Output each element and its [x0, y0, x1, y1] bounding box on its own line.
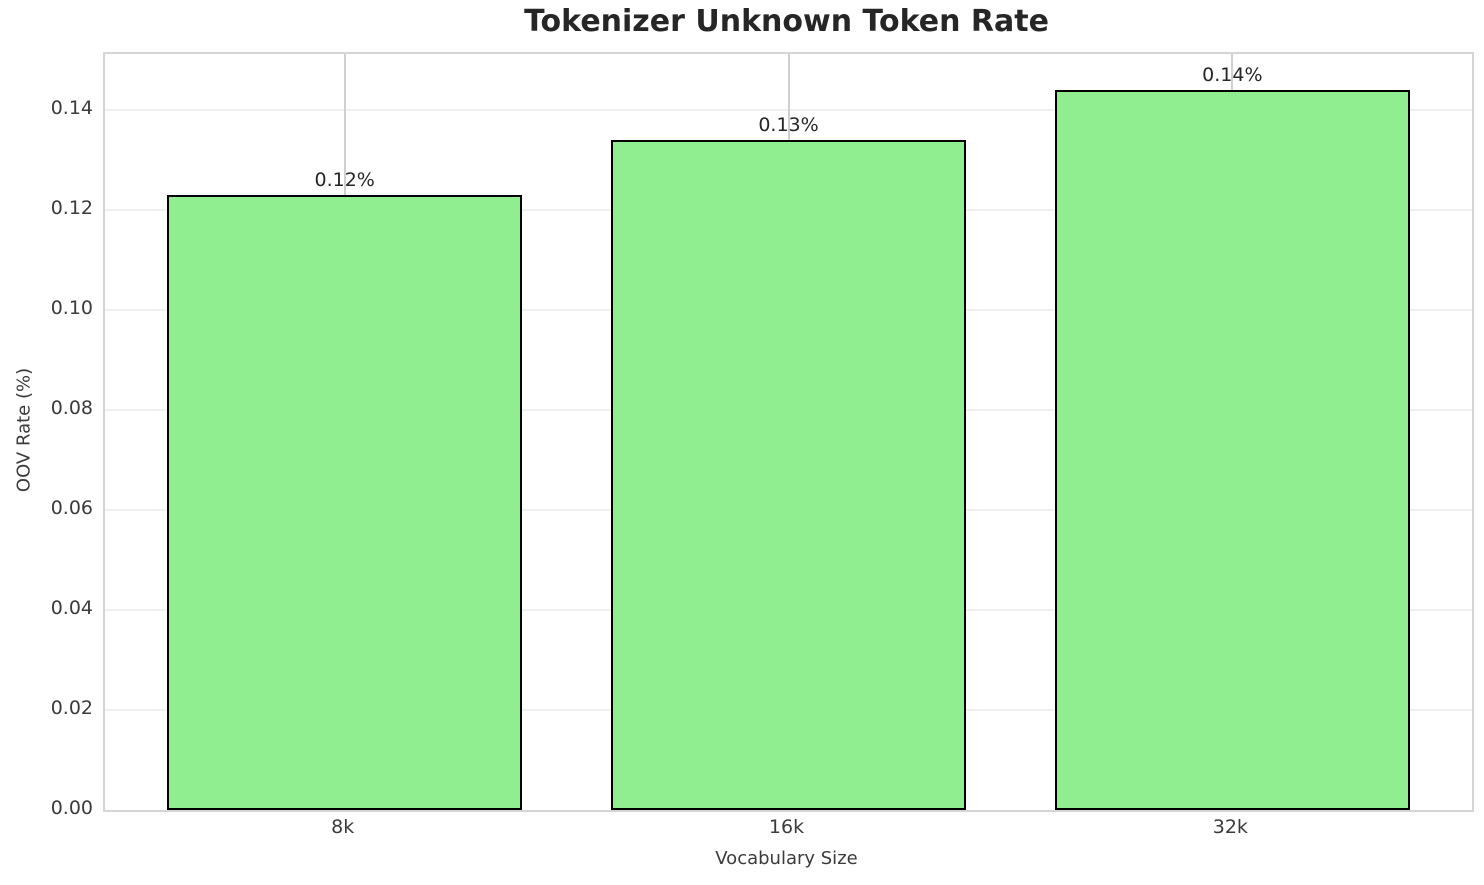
x-tick-label: 32k: [1212, 816, 1248, 838]
chart-title: Tokenizer Unknown Token Rate: [524, 4, 1049, 39]
x-tick-label: 8k: [331, 816, 355, 838]
bar-value-label: 0.13%: [758, 114, 819, 136]
bar-8k: [167, 195, 523, 810]
bar-value-label: 0.14%: [1202, 64, 1263, 86]
plot-area: 0.12% 0.13% 0.14%: [103, 52, 1474, 812]
bar-16k: [610, 140, 967, 810]
y-tick-label: 0.12: [50, 197, 93, 219]
y-tick-label: 0.00: [50, 797, 93, 819]
y-tick-label: 0.14: [50, 97, 93, 119]
y-tick-label: 0.08: [50, 397, 93, 419]
y-axis-label: OOV Rate (%): [13, 367, 35, 493]
x-axis-label: Vocabulary Size: [715, 848, 858, 869]
y-tick-label: 0.04: [50, 597, 93, 619]
y-tick-label: 0.06: [50, 497, 93, 519]
bar-32k: [1054, 90, 1410, 810]
y-tick-label: 0.02: [50, 697, 93, 719]
x-tick-label: 16k: [768, 816, 805, 838]
bar-value-label: 0.12%: [314, 169, 375, 191]
y-tick-label: 0.10: [50, 297, 93, 319]
